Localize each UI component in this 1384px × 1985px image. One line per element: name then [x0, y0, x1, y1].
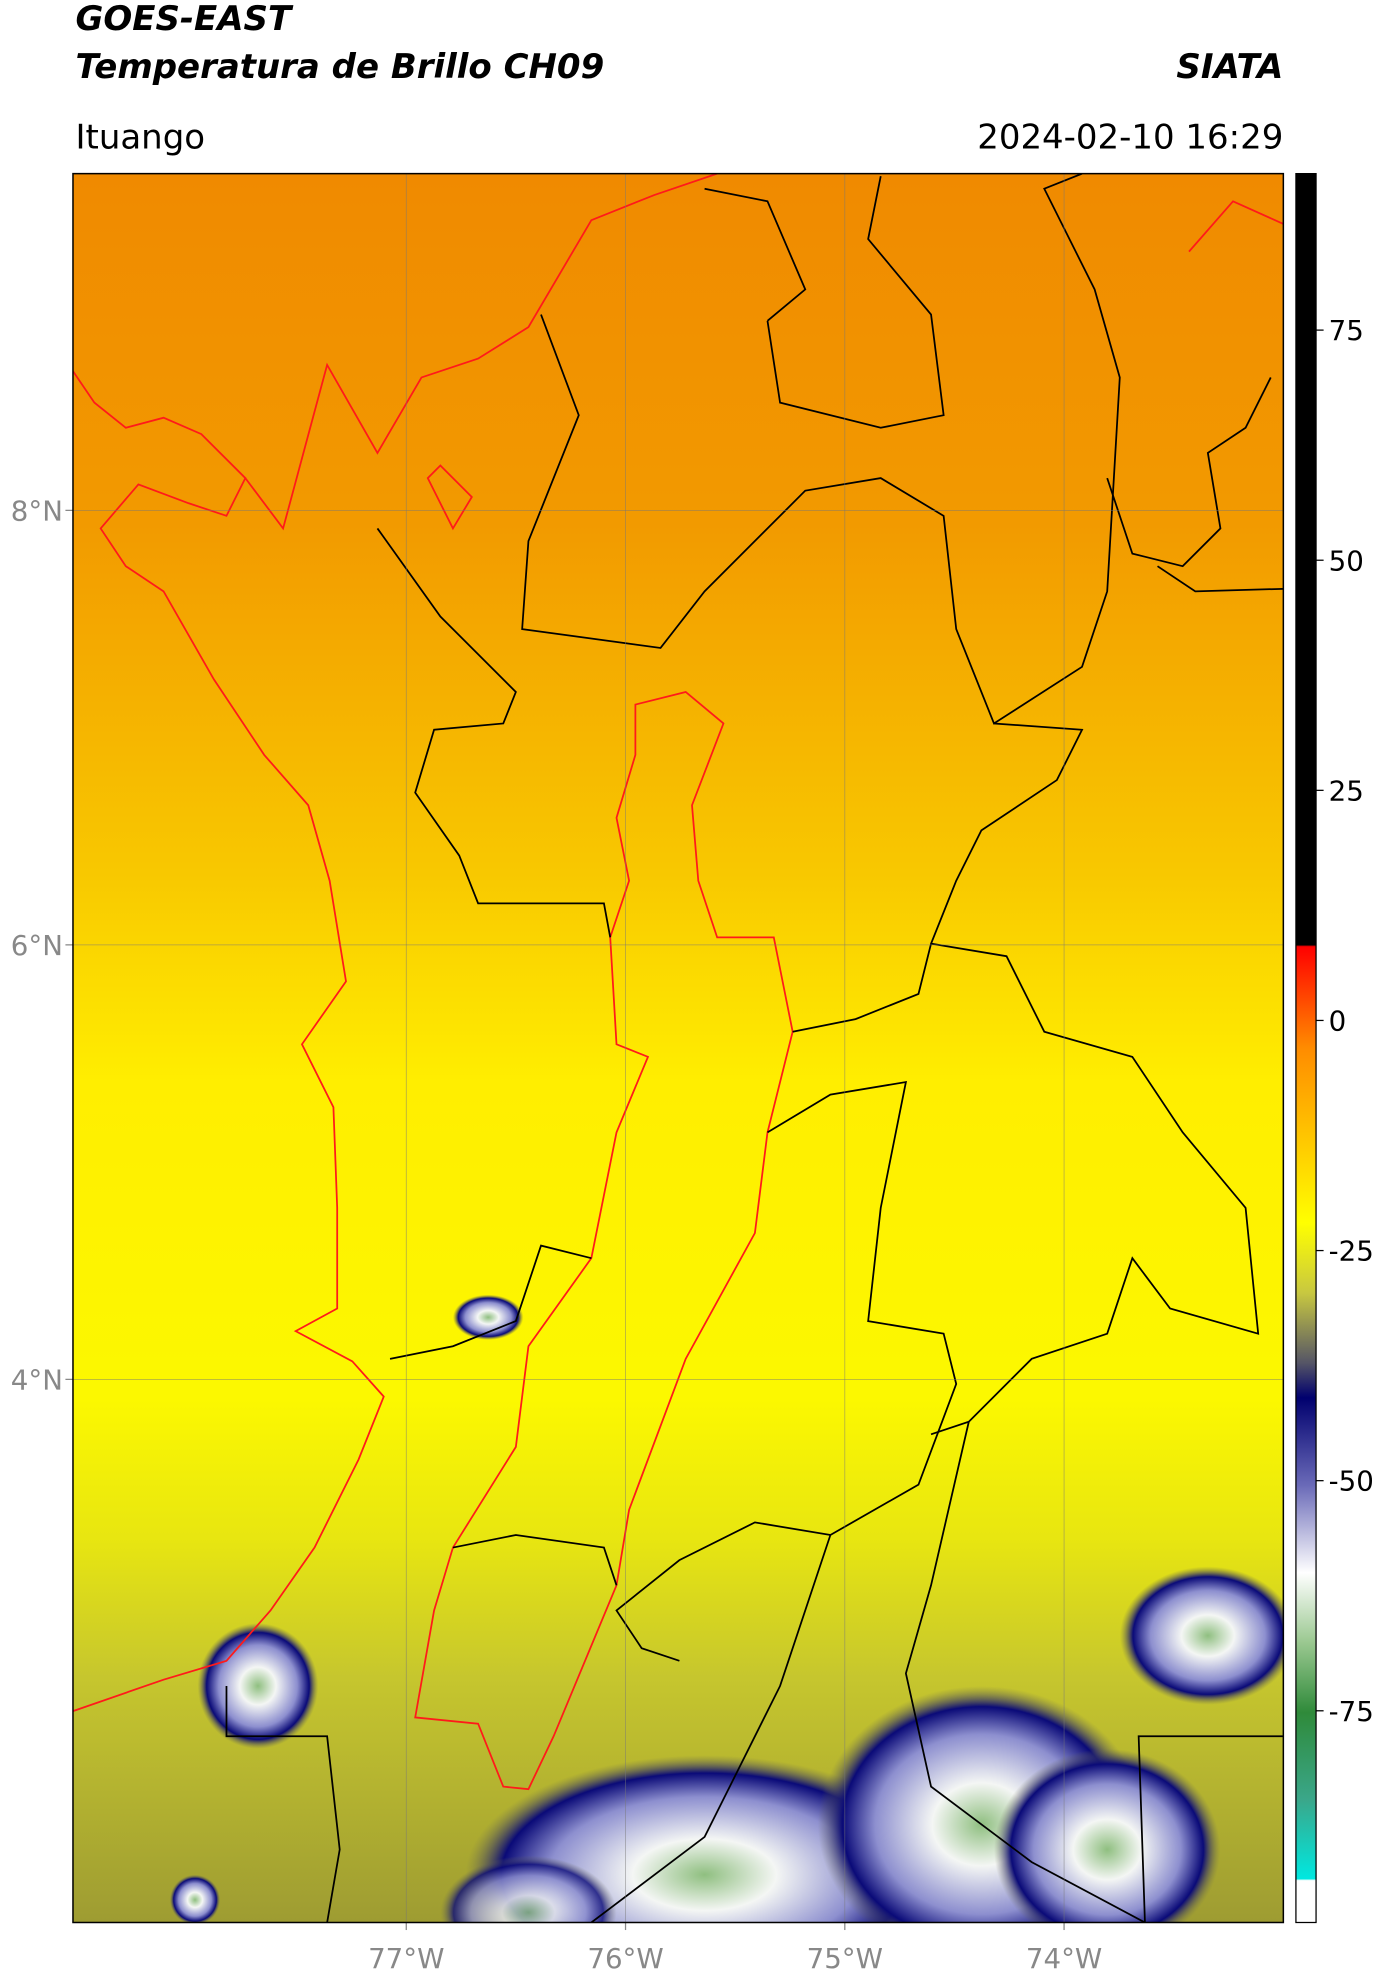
- lat-tick-label: 8°N: [11, 494, 63, 527]
- coastline: [72, 370, 385, 1712]
- border: [704, 187, 807, 322]
- border: [1157, 565, 1284, 593]
- colorbar-tick-label: -50: [1329, 1465, 1374, 1498]
- cloud: [169, 1874, 221, 1923]
- region-outline: [414, 691, 794, 1791]
- cloud: [993, 1748, 1221, 1923]
- cloud: [197, 1623, 319, 1749]
- border: [590, 1534, 832, 1923]
- border: [930, 942, 1260, 1436]
- border: [1137, 1735, 1284, 1923]
- coastline: [426, 464, 473, 531]
- border: [1106, 377, 1272, 568]
- coastline: [1188, 200, 1284, 253]
- datetime: 2024-02-10 16:29: [977, 117, 1283, 157]
- border: [376, 527, 612, 938]
- border: [904, 1421, 1146, 1923]
- colorbar: [1295, 172, 1317, 1924]
- colorbar-tick-label: -75: [1329, 1695, 1374, 1728]
- map-frame: [72, 172, 1285, 1924]
- title: GOES-EAST: [75, 0, 293, 39]
- colorbar-tick-label: 25: [1329, 774, 1364, 807]
- border: [766, 175, 945, 429]
- location: Ituango: [75, 117, 205, 157]
- subtitle: Temperatura de Brillo CH09: [75, 47, 604, 87]
- coastline: [244, 173, 718, 531]
- border: [792, 722, 1084, 1033]
- cloud: [1119, 1566, 1284, 1705]
- border: [225, 1685, 341, 1923]
- lon-tick-label: 75°W: [807, 1942, 883, 1975]
- colorbar-ticks: -75 -50 -25 0 25 50 75: [1316, 314, 1374, 1728]
- border: [389, 1244, 592, 1360]
- graticule: [65, 173, 1284, 1931]
- map-field: [72, 173, 1284, 1923]
- colorbar-tick-label: 75: [1329, 314, 1364, 347]
- lat-tick-label: 4°N: [11, 1363, 63, 1396]
- cloud: [452, 1294, 524, 1340]
- lon-tick-label: 77°W: [368, 1942, 444, 1975]
- colorbar-tick-label: 0: [1329, 1005, 1347, 1038]
- lon-tick-label: 74°W: [1026, 1942, 1102, 1975]
- border: [615, 1080, 958, 1662]
- colorbar-tick-label: -25: [1329, 1235, 1374, 1268]
- lon-tick-label: 76°W: [587, 1942, 663, 1975]
- border: [521, 173, 1121, 725]
- organization: SIATA: [1176, 47, 1283, 87]
- border: [452, 1534, 618, 1586]
- colorbar-tick-label: 50: [1329, 544, 1364, 577]
- lat-tick-label: 6°N: [11, 929, 63, 962]
- cloud: [440, 1855, 617, 1923]
